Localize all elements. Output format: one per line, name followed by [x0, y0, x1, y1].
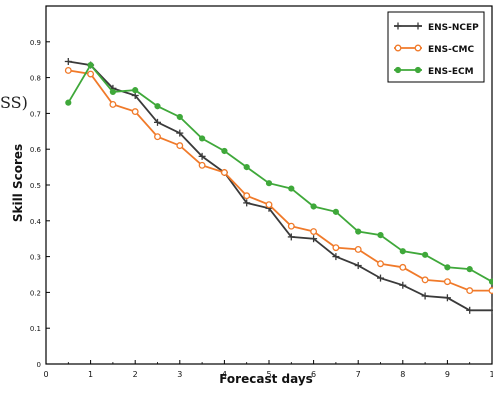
data-point-ens-cmc [311, 229, 317, 235]
data-series [65, 58, 493, 314]
y-tick-label: 0 [37, 361, 41, 369]
y-tick-label: 0.5 [30, 182, 41, 190]
data-point-ens-ecm [177, 114, 182, 119]
data-point-ens-ecm [133, 88, 138, 93]
y-tick-label: 0.3 [30, 254, 41, 262]
y-tick-label: 0.4 [30, 218, 42, 226]
y-tick-label: 0.6 [30, 146, 42, 154]
data-point-ens-cmc [400, 265, 406, 271]
data-point-ens-cmc [66, 68, 72, 74]
data-point-ens-ncep [444, 294, 451, 301]
x-tick-label: 1 [489, 370, 493, 379]
data-point-ens-cmc [177, 143, 183, 149]
legend-marker [415, 45, 421, 51]
legend-marker [415, 67, 420, 72]
x-tick-label: 1 [88, 370, 93, 379]
data-point-ens-ecm [445, 265, 450, 270]
series-ens-ecm [66, 62, 493, 284]
data-point-ens-ecm [289, 186, 294, 191]
data-point-ens-cmc [155, 134, 161, 140]
data-point-ens-ncep [399, 282, 406, 289]
data-point-ens-cmc [333, 245, 339, 251]
y-axis-label: Skill Scores [11, 144, 25, 222]
data-point-ens-cmc [378, 261, 384, 267]
data-point-ens-ecm [467, 267, 472, 272]
data-point-ens-ecm [200, 136, 205, 141]
x-tick-label: 7 [356, 370, 361, 379]
data-point-ens-cmc [289, 223, 295, 229]
y-tick-label: 0.7 [30, 110, 41, 118]
x-tick-label: 3 [177, 370, 182, 379]
data-point-ens-ncep [422, 292, 429, 299]
data-point-ens-ecm [489, 279, 493, 284]
legend-label: ENS-NCEP [428, 23, 479, 33]
data-point-ens-cmc [489, 288, 493, 294]
data-point-ens-ecm [266, 181, 271, 186]
x-tick-label: 8 [400, 370, 405, 379]
y-tick-label: 0.1 [30, 325, 41, 333]
x-tick-label: 9 [445, 370, 450, 379]
data-point-ens-ncep [466, 307, 473, 314]
data-point-ens-ecm [311, 204, 316, 209]
data-point-ens-cmc [445, 279, 451, 285]
series-ens-cmc [66, 68, 493, 294]
data-point-ens-cmc [266, 202, 272, 208]
data-point-ens-ncep [489, 307, 493, 314]
data-point-ens-cmc [88, 71, 94, 77]
partial-axis-label: SS) [0, 93, 28, 112]
legend-marker [395, 45, 401, 51]
data-point-ens-ecm [155, 104, 160, 109]
legend: ENS-NCEP ENS-CMC ENS-ECM [388, 12, 484, 82]
x-axis-label: Forecast days [219, 372, 313, 386]
data-point-ens-cmc [110, 102, 116, 108]
legend-marker [395, 67, 400, 72]
data-point-ens-ecm [110, 89, 115, 94]
series-line-ens-ecm [68, 65, 492, 282]
x-tick-label: 2 [133, 370, 138, 379]
data-point-ens-ecm [333, 209, 338, 214]
data-point-ens-ecm [400, 249, 405, 254]
data-point-ens-cmc [422, 277, 428, 283]
data-point-ens-ecm [423, 252, 428, 257]
data-point-ens-ecm [244, 165, 249, 170]
data-point-ens-ecm [378, 233, 383, 238]
data-point-ens-ncep [65, 58, 72, 65]
data-point-ens-cmc [355, 247, 361, 253]
data-point-ens-cmc [244, 193, 250, 199]
data-point-ens-cmc [199, 163, 205, 169]
data-point-ens-cmc [467, 288, 473, 294]
y-tick-label: 0.2 [30, 289, 41, 297]
data-point-ens-cmc [132, 109, 138, 115]
data-point-ens-cmc [222, 170, 228, 176]
legend-label: ENS-ECM [428, 67, 474, 77]
legend-label: ENS-CMC [428, 45, 474, 55]
x-tick-label: 0 [43, 370, 48, 379]
data-point-ens-ecm [222, 148, 227, 153]
data-point-ens-ecm [88, 62, 93, 67]
data-point-ens-ecm [356, 229, 361, 234]
data-point-ens-ecm [66, 100, 71, 105]
data-point-ens-ncep [377, 275, 384, 282]
y-tick-label: 0.8 [30, 75, 41, 83]
y-tick-label: 0.9 [30, 39, 41, 47]
